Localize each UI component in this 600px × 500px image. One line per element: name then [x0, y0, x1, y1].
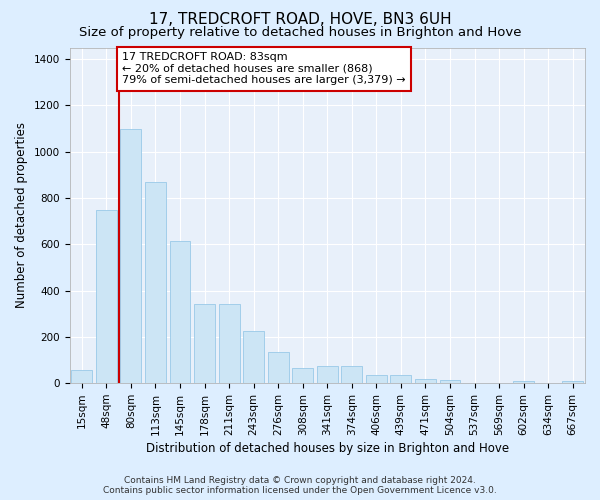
Y-axis label: Number of detached properties: Number of detached properties: [15, 122, 28, 308]
Text: Contains public sector information licensed under the Open Government Licence v3: Contains public sector information licen…: [103, 486, 497, 495]
Bar: [71, 370, 92, 383]
Bar: [96, 210, 117, 383]
Bar: [562, 381, 583, 383]
Bar: [415, 378, 436, 383]
Text: 17 TREDCROFT ROAD: 83sqm
← 20% of detached houses are smaller (868)
79% of semi-: 17 TREDCROFT ROAD: 83sqm ← 20% of detach…: [122, 52, 406, 86]
Bar: [513, 381, 534, 383]
Bar: [121, 128, 142, 383]
Bar: [170, 241, 190, 383]
Bar: [440, 380, 460, 383]
Bar: [243, 331, 264, 383]
Text: Contains HM Land Registry data © Crown copyright and database right 2024.: Contains HM Land Registry data © Crown c…: [124, 476, 476, 485]
Bar: [268, 352, 289, 383]
Bar: [218, 304, 239, 383]
X-axis label: Distribution of detached houses by size in Brighton and Hove: Distribution of detached houses by size …: [146, 442, 509, 455]
Bar: [292, 368, 313, 383]
Text: 17, TREDCROFT ROAD, HOVE, BN3 6UH: 17, TREDCROFT ROAD, HOVE, BN3 6UH: [149, 12, 451, 28]
Bar: [341, 366, 362, 383]
Bar: [317, 366, 338, 383]
Text: Size of property relative to detached houses in Brighton and Hove: Size of property relative to detached ho…: [79, 26, 521, 39]
Bar: [366, 375, 387, 383]
Bar: [194, 304, 215, 383]
Bar: [391, 375, 412, 383]
Bar: [145, 182, 166, 383]
